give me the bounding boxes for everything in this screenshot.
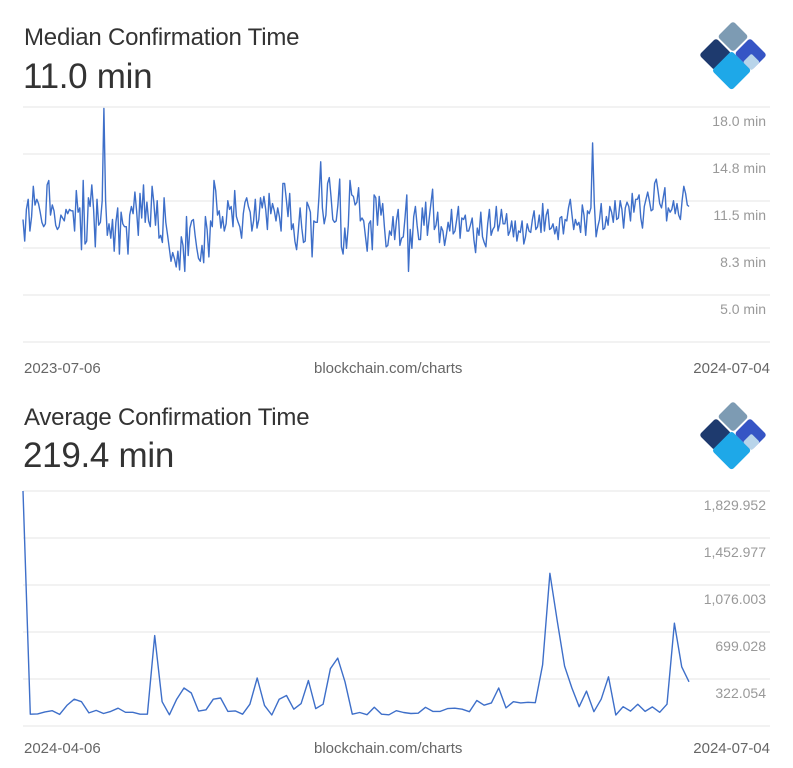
blockchain-logo-icon (700, 22, 766, 90)
y-axis-tick-label: 8.3 min (720, 254, 766, 270)
data-line (22, 107, 690, 273)
y-axis-tick-label: 322.054 (715, 685, 766, 701)
end-date: 2024-07-04 (693, 360, 770, 377)
data-line (22, 490, 690, 716)
current-value: 11.0 min (23, 57, 153, 96)
chart-title: Average Confirmation Time (24, 404, 310, 431)
y-axis-tick-label: 1,076.003 (704, 591, 766, 607)
y-axis-tick-label: 11.5 min (713, 207, 766, 223)
y-axis-tick-label: 18.0 min (712, 113, 766, 129)
y-axis-tick-label: 699.028 (715, 638, 766, 654)
average-confirmation-panel: Average Confirmation Time 219.4 min 1,82… (0, 384, 793, 768)
current-value: 219.4 min (23, 436, 175, 475)
start-date: 2024-04-06 (24, 740, 101, 757)
y-axis-tick-label: 1,829.952 (704, 497, 766, 513)
start-date: 2023-07-06 (24, 360, 101, 377)
y-axis-tick-label: 5.0 min (720, 301, 766, 317)
chart-title: Median Confirmation Time (24, 24, 300, 51)
source-link[interactable]: blockchain.com/charts (314, 360, 463, 377)
source-link[interactable]: blockchain.com/charts (314, 740, 463, 757)
y-axis-tick-label: 1,452.977 (704, 544, 766, 560)
median-confirmation-panel: Median Confirmation Time 11.0 min 18.0 m… (22, 22, 770, 377)
blockchain-logo-icon (700, 402, 766, 470)
y-axis-tick-label: 14.8 min (712, 160, 766, 176)
end-date: 2024-07-04 (693, 740, 770, 757)
average-line-chart: 1,829.952 1,452.977 1,076.003 699.028 322.05… (22, 490, 770, 727)
median-line-chart: 18.0 min 14.8 min 11.5 min 8.3 min 5.0 min (22, 106, 770, 343)
